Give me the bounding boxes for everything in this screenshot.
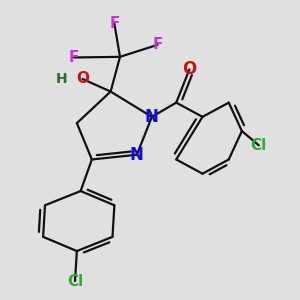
Text: F: F (69, 50, 80, 65)
Text: Cl: Cl (250, 138, 267, 153)
Text: F: F (109, 16, 120, 31)
Text: N: N (130, 146, 144, 164)
Text: Cl: Cl (67, 274, 83, 289)
Text: H: H (56, 72, 68, 86)
Text: N: N (145, 108, 159, 126)
Text: F: F (152, 37, 163, 52)
Text: O: O (182, 61, 197, 79)
Text: O: O (76, 71, 89, 86)
